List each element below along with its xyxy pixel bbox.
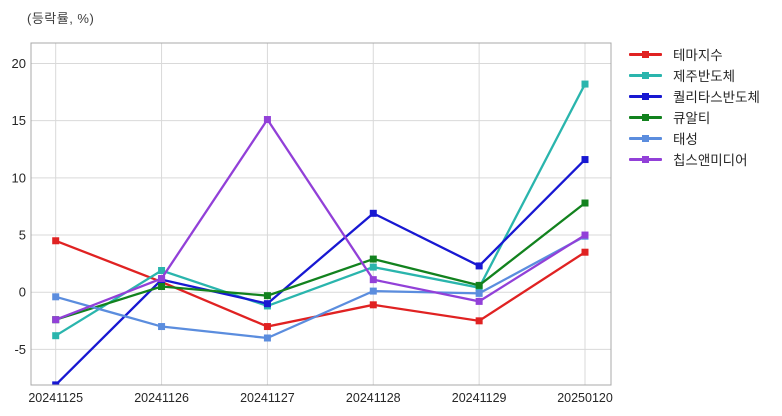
x-tick-label: 20250120 (557, 391, 613, 405)
legend-line-marker-icon (629, 71, 662, 79)
y-tick-label: -5 (14, 342, 26, 357)
legend-square-icon (642, 113, 649, 121)
legend-item-큐알티[interactable]: 큐알티 (629, 110, 760, 126)
legend-line-marker-icon (629, 134, 662, 142)
series-제주반도체 (52, 80, 589, 340)
data-point-marker (52, 293, 60, 301)
series-칩스앤미디어 (52, 116, 589, 324)
series-line (55, 202, 586, 321)
legend-square-icon (642, 71, 649, 79)
data-point-marker (581, 231, 589, 239)
legend-label: 큐알티 (673, 111, 711, 126)
data-point-marker (369, 301, 377, 309)
data-point-marker (475, 281, 483, 289)
data-point-marker (158, 275, 166, 283)
data-point-marker (581, 80, 589, 88)
legend-label: 테마지수 (673, 48, 723, 63)
y-tick-label: 20 (12, 56, 26, 71)
data-point-marker (263, 292, 271, 300)
x-tick-label: 20241129 (452, 391, 507, 405)
legend-label: 제주반도체 (673, 69, 736, 84)
data-point-marker (369, 209, 377, 217)
data-point-marker (581, 248, 589, 256)
x-tick-label: 20241127 (240, 391, 295, 405)
data-point-marker (158, 267, 166, 275)
legend-line-marker-icon (629, 92, 662, 100)
legend-item-제주반도체[interactable]: 제주반도체 (629, 68, 760, 84)
x-tick-label: 20241126 (134, 391, 189, 405)
data-point-marker (263, 300, 271, 308)
data-point-marker (475, 297, 483, 305)
data-point-marker (52, 237, 60, 245)
x-tick-label: 20241125 (28, 391, 83, 405)
data-point-marker (369, 287, 377, 295)
legend-label: 칩스앤미디어 (673, 153, 748, 168)
legend-line-marker-icon (629, 50, 662, 58)
data-point-marker (475, 317, 483, 325)
data-point-marker (369, 263, 377, 271)
y-tick-label: 5 (19, 228, 26, 243)
data-point-marker (475, 289, 483, 297)
legend-line-marker-icon (629, 155, 662, 163)
data-point-marker (369, 255, 377, 263)
data-point-marker (369, 276, 377, 284)
legend-label: 태성 (673, 132, 698, 147)
data-point-marker (52, 316, 60, 324)
y-tick-label: 15 (12, 113, 26, 128)
data-point-marker (263, 334, 271, 342)
series-line (55, 117, 586, 321)
data-point-marker (475, 262, 483, 270)
legend-line-marker-icon (629, 113, 662, 121)
data-point-marker (52, 332, 60, 340)
plot-border (30, 42, 612, 386)
legend-square-icon (642, 92, 649, 100)
data-point-marker (263, 323, 271, 331)
series-line (55, 235, 586, 340)
x-tick-label: 20241128 (346, 391, 401, 405)
series-큐알티 (52, 199, 589, 324)
data-point-marker (52, 381, 60, 385)
legend-square-icon (642, 155, 649, 163)
data-point-marker (581, 199, 589, 207)
legend-item-태성[interactable]: 태성 (629, 131, 760, 147)
legend-square-icon (642, 134, 649, 142)
data-point-marker (158, 323, 166, 331)
data-point-marker (263, 116, 271, 124)
y-tick-label: 10 (12, 170, 26, 185)
data-point-marker (158, 283, 166, 291)
legend-item-칩스앤미디어[interactable]: 칩스앤미디어 (629, 152, 760, 168)
legend-square-icon (642, 50, 649, 58)
legend-item-테마지수[interactable]: 테마지수 (629, 47, 760, 63)
series-line (55, 83, 587, 337)
legend-item-퀄리타스반도체[interactable]: 퀄리타스반도체 (629, 89, 760, 105)
y-tick-label: 0 (19, 285, 26, 300)
data-point-marker (581, 156, 589, 164)
chart-title: (등락률, %) (27, 11, 95, 26)
series-퀄리타스반도체 (52, 156, 589, 385)
legend-label: 퀄리타스반도체 (673, 90, 760, 105)
series-line (54, 158, 586, 385)
